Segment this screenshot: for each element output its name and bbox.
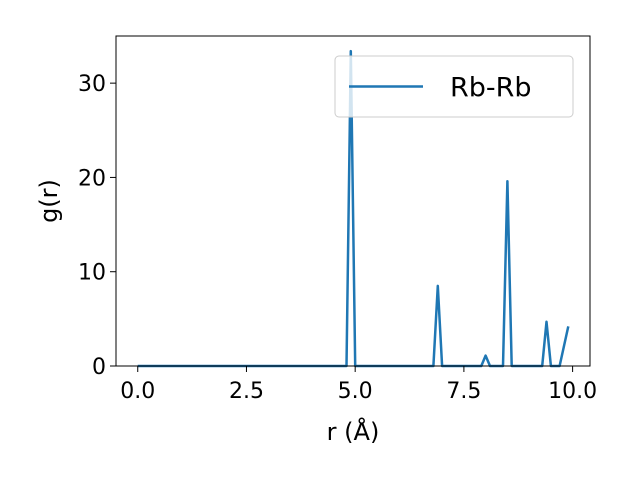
x-tick-label: 2.5 <box>229 379 264 404</box>
x-tick-label: 7.5 <box>446 379 481 404</box>
axes-frame <box>115 35 591 367</box>
y-tick-label: 0 <box>92 355 106 380</box>
legend: Rb-Rb <box>334 55 574 118</box>
legend-box <box>334 55 574 118</box>
y-tick-label: 30 <box>78 72 106 97</box>
x-tick-label: 5.0 <box>338 379 373 404</box>
series-layer <box>137 49 570 368</box>
x-axis-ticks: 0.0 2.5 5.0 7.5 10.0 <box>120 366 597 404</box>
y-tick-label: 20 <box>78 166 106 191</box>
y-axis-ticks: 0 10 20 30 <box>78 72 116 380</box>
x-tick-label: 0.0 <box>120 379 155 404</box>
series-line-0 <box>137 49 570 368</box>
y-tick-label: 10 <box>78 261 106 286</box>
legend-label: Rb-Rb <box>450 73 532 104</box>
x-tick-label: 10.0 <box>548 379 597 404</box>
y-axis-label: g(r) <box>35 179 63 223</box>
x-axis-label: r (Å) <box>327 417 380 446</box>
